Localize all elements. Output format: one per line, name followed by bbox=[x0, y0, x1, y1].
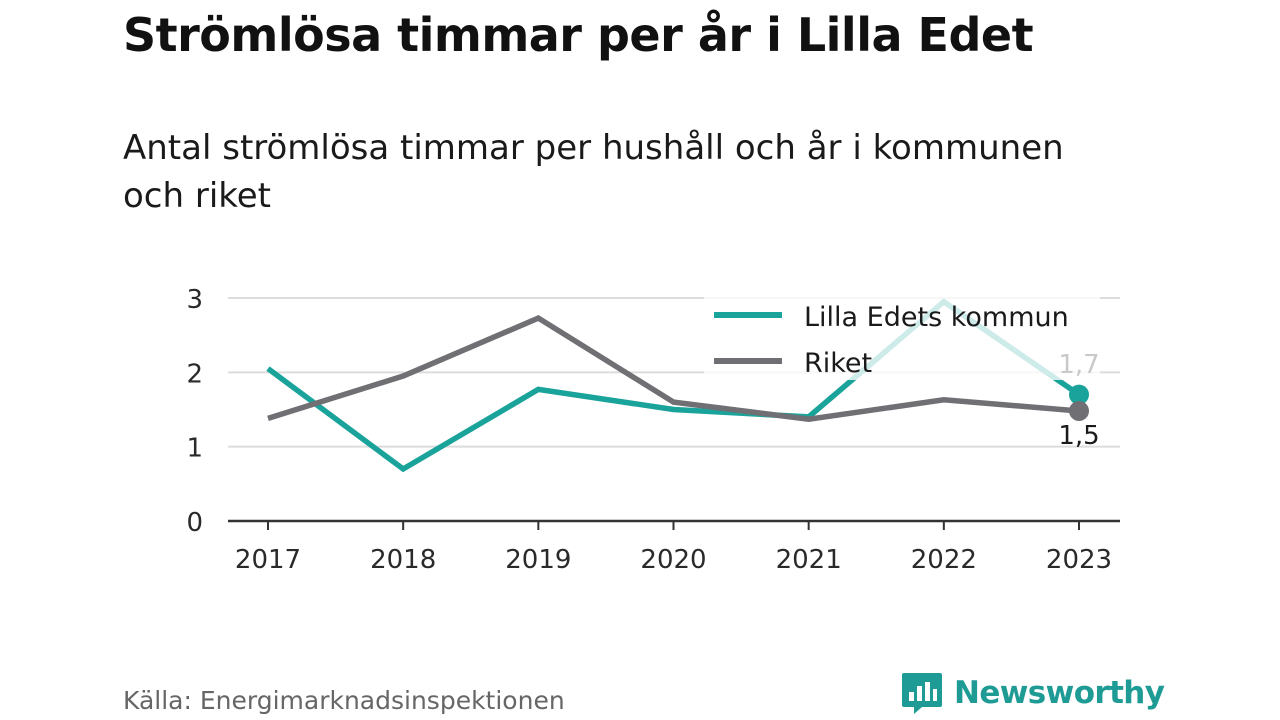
legend-box bbox=[704, 290, 1100, 380]
series-line-riket bbox=[267, 315, 1080, 422]
x-axis: 2017 2018 2019 2020 2021 2022 2023 bbox=[228, 519, 1120, 575]
y-tick-label: 3 bbox=[186, 285, 203, 315]
legend: Lilla Edets kommun Riket bbox=[704, 290, 1100, 380]
gridlines: 0 1 2 3 bbox=[186, 285, 1120, 538]
y-tick-label: 2 bbox=[186, 359, 203, 389]
end-label-lilla-edets-kommun: 1,7 bbox=[1058, 350, 1099, 380]
line-chart: 0 1 2 3 2017 2018 2019 2020 2021 2022 2023 Lilla … bbox=[186, 285, 1120, 575]
x-tick-label: 2023 bbox=[1046, 545, 1112, 575]
chart-subtitle: Antal strömlösa timmar per hushåll och å… bbox=[123, 128, 1064, 216]
x-tick-label: 2018 bbox=[370, 545, 436, 575]
end-point-lilla-edets-kommun bbox=[1069, 384, 1089, 405]
end-labels: 1,7 1,5 bbox=[1058, 350, 1099, 451]
chart-title: Strömlösa timmar per år i Lilla Edet bbox=[123, 8, 1034, 62]
x-tick-label: 2017 bbox=[235, 545, 301, 575]
logo-text: Newsworthy bbox=[954, 675, 1165, 711]
end-point-riket bbox=[1069, 400, 1089, 421]
bar-chart-bubble-icon bbox=[902, 673, 942, 714]
legend-label-lilla-edets-kommun: Lilla Edets kommun bbox=[804, 302, 1069, 333]
x-tick-label: 2020 bbox=[640, 545, 706, 575]
y-tick-label: 1 bbox=[186, 434, 203, 464]
legend-label-riket: Riket bbox=[804, 348, 872, 379]
x-tick-label: 2019 bbox=[505, 545, 571, 575]
end-label-riket: 1,5 bbox=[1058, 421, 1099, 451]
x-tick-label: 2022 bbox=[911, 545, 977, 575]
y-tick-label: 0 bbox=[186, 508, 203, 538]
x-tick-label: 2021 bbox=[776, 545, 842, 575]
source-note: Källa: Energimarknadsinspektionen bbox=[123, 686, 565, 715]
newsworthy-logo: Newsworthy bbox=[900, 670, 1165, 716]
